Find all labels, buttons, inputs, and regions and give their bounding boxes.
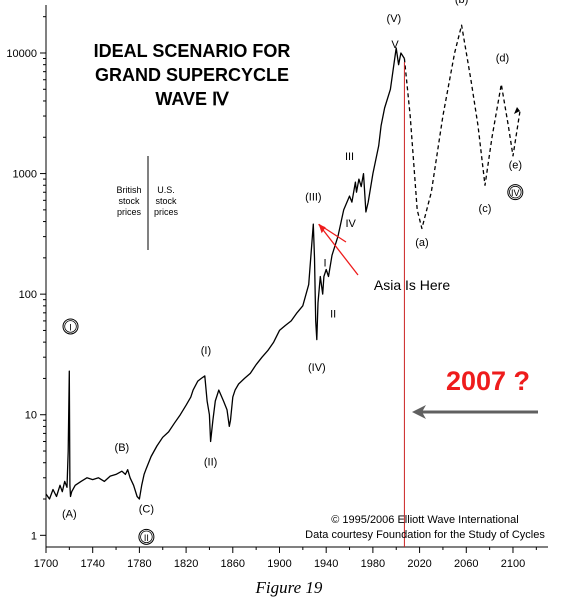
wave-label: (b): [455, 0, 468, 6]
british-stock-label: British: [116, 185, 141, 195]
x-tick-label: 2020: [407, 558, 431, 570]
title-line: IDEAL SCENARIO FOR: [94, 41, 291, 61]
x-tick-label: 1980: [361, 558, 385, 570]
wave-label: I: [69, 322, 72, 332]
courtesy-text: Data courtesy Foundation for the Study o…: [305, 529, 545, 541]
y-tick-label: 1: [31, 530, 37, 542]
wave-label: IV: [511, 188, 520, 198]
wave-label: II: [144, 533, 149, 543]
asia-label: Asia Is Here: [374, 277, 450, 293]
projection-series-line: [403, 24, 521, 230]
wave-label: II: [330, 309, 336, 321]
wave-label: I: [323, 257, 326, 269]
copyright-text: © 1995/2006 Elliott Wave International: [331, 514, 518, 526]
wave-label-circle-inner: [509, 185, 522, 199]
wave-label: IV: [345, 218, 356, 230]
wave-label: (e): [509, 160, 522, 172]
projection-arrowhead: [513, 107, 520, 115]
wave-label: III: [345, 151, 354, 163]
wave-label: (IV): [308, 362, 326, 374]
figure-caption: Figure 19: [255, 578, 323, 597]
wave-label: V: [391, 39, 399, 51]
year-2007-arrowhead: [412, 405, 426, 419]
series-layer: [45, 24, 521, 500]
wave-label-circle-inner: [140, 530, 153, 544]
x-tick-label: 1940: [314, 558, 338, 570]
historical-series-line: [45, 47, 405, 500]
wave-label: (A): [62, 509, 77, 521]
ticks: 1 10 100 1000 10000 1700 1740 1780 1820 1860 1900 1…: [6, 16, 537, 570]
x-tick-label: 1740: [80, 558, 104, 570]
wave-labels: I(A)(B)(C)II(I)(II)(III)(IV)IIIIIIIVIII(…: [62, 0, 524, 545]
wave-label: (B): [115, 442, 130, 454]
x-tick-label: 2100: [501, 558, 525, 570]
wave-label: (c): [479, 203, 492, 215]
wave-label-circle: [507, 184, 524, 201]
wave-label-circle: [138, 528, 155, 545]
us-stock-label: U.S.: [157, 185, 175, 195]
wave-label: (II): [204, 456, 217, 468]
x-tick-label: 1860: [221, 558, 245, 570]
y-tick-label: 10: [25, 410, 37, 422]
axes: [45, 5, 548, 548]
x-tick-label: 1900: [267, 558, 291, 570]
x-tick-label: 1820: [174, 558, 198, 570]
wave-label: (III): [305, 191, 322, 203]
wave-label-circle: [62, 318, 79, 335]
x-tick-label: 2060: [454, 558, 478, 570]
wave-label-circle-inner: [64, 320, 77, 333]
year-2007-label: 2007 ?: [446, 366, 530, 396]
title-line: WAVE Ⅳ: [155, 89, 229, 109]
wave-label: (V): [387, 13, 402, 25]
asia-callout-arrowhead: [318, 224, 326, 234]
us-stock-label: prices: [154, 207, 179, 217]
y-tick-label: 1000: [13, 169, 37, 181]
asia-callout-line: [318, 223, 359, 276]
y-tick-label: 100: [19, 289, 37, 301]
chart-title: IDEAL SCENARIO FOR GRAND SUPERCYCLE WAVE Ⅳ: [94, 41, 291, 109]
british-stock-label: stock: [118, 196, 140, 206]
x-tick-label: 1700: [34, 558, 58, 570]
wave-label: (d): [496, 52, 509, 64]
us-stock-label: stock: [155, 196, 177, 206]
british-stock-label: prices: [117, 207, 142, 217]
wave-label: (C): [139, 503, 154, 515]
title-line: GRAND SUPERCYCLE: [95, 65, 289, 85]
x-tick-label: 1780: [127, 558, 151, 570]
y-tick-label: 10000: [6, 48, 37, 60]
wave-label: (I): [201, 345, 211, 357]
wave-label: (a): [415, 237, 428, 249]
